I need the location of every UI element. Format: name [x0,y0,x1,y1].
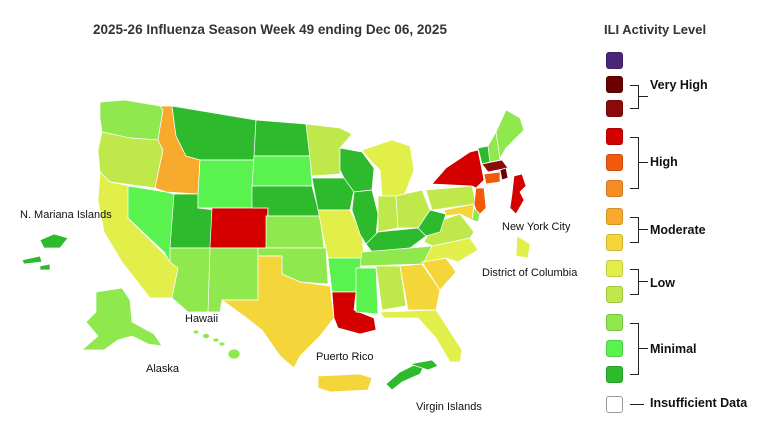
state-FL[interactable] [379,309,463,363]
legend-bracket-minimal [630,323,639,375]
legend-bracket-very-high [630,85,639,109]
state-DC[interactable] [515,235,531,259]
label-virgin-islands: Virgin Islands [416,401,482,413]
state-IA[interactable] [311,177,355,211]
label-alaska: Alaska [146,363,180,375]
state-IN[interactable] [377,195,399,233]
legend-swatch-11 [606,314,623,331]
state-CT[interactable] [483,171,501,185]
state-NJ[interactable] [473,187,487,217]
legend-swatch-9 [606,260,623,277]
legend-swatch-5 [606,154,623,171]
state-AK[interactable] [81,287,163,351]
state-TX[interactable] [220,255,335,369]
state-WV[interactable] [417,209,447,237]
legend-bracket-tick [630,404,644,405]
legend-swatch-3 [606,100,623,117]
legend-bracket-tick [638,96,648,97]
state-RI[interactable] [499,167,509,181]
label-mariana: N. Mariana Islands [20,209,112,221]
legend-label-insufficient: Insufficient Data [650,396,748,410]
state-VI[interactable] [385,359,439,391]
legend-swatch-6 [606,180,623,197]
label-nyc: New York City [502,221,571,233]
legend-bracket-high [630,137,639,189]
legend-bracket-tick [638,229,648,230]
state-AL[interactable] [375,265,407,311]
label-dc: District of Columbia [482,267,578,279]
state-MD[interactable] [443,203,475,221]
legend-label-high: High [650,155,678,169]
state-LA[interactable] [331,291,377,335]
state-MT[interactable] [171,105,257,161]
legend-swatch-8 [606,234,623,251]
legend-label-low: Low [650,276,675,290]
state-AZ[interactable] [169,247,213,313]
state-KS[interactable] [265,215,325,249]
legend-bracket-tick [638,348,648,349]
legend-swatch-13 [606,366,623,383]
state-HI[interactable] [192,329,241,360]
legend-bracket-tick [638,281,648,282]
state-PR[interactable] [317,373,373,393]
legend-swatch-12 [606,340,623,357]
legend-swatch-insufficient [606,396,623,413]
state-SD[interactable] [251,155,313,187]
state-NYC[interactable] [509,173,527,215]
state-NY[interactable] [431,149,485,189]
legend-title: ILI Activity Level [604,22,707,37]
map-title: 2025-26 Influenza Season Week 49 ending … [93,22,447,37]
state-MS[interactable] [355,267,379,315]
state-GA[interactable] [399,263,441,311]
legend-label-minimal: Minimal [650,342,697,356]
legend-bracket-moderate [630,217,639,243]
legend-swatch-10 [606,286,623,303]
legend-label-moderate: Moderate [650,223,706,237]
legend-bracket-tick [638,162,648,163]
legend-swatch-7 [606,208,623,225]
legend-label-very-high: Very High [650,78,708,92]
state-CO[interactable] [209,207,269,249]
legend-swatch-2 [606,76,623,93]
state-MA[interactable] [481,159,509,173]
state-WY[interactable] [197,159,255,209]
label-puerto-rico: Puerto Rico [316,351,373,363]
label-hawaii: Hawaii [185,313,218,325]
state-ME[interactable] [495,109,525,160]
state-MP[interactable] [21,233,69,271]
state-ND[interactable] [253,119,311,157]
legend-swatch-1 [606,52,623,69]
legend-bracket-low [630,269,639,295]
legend-swatch-4 [606,128,623,145]
